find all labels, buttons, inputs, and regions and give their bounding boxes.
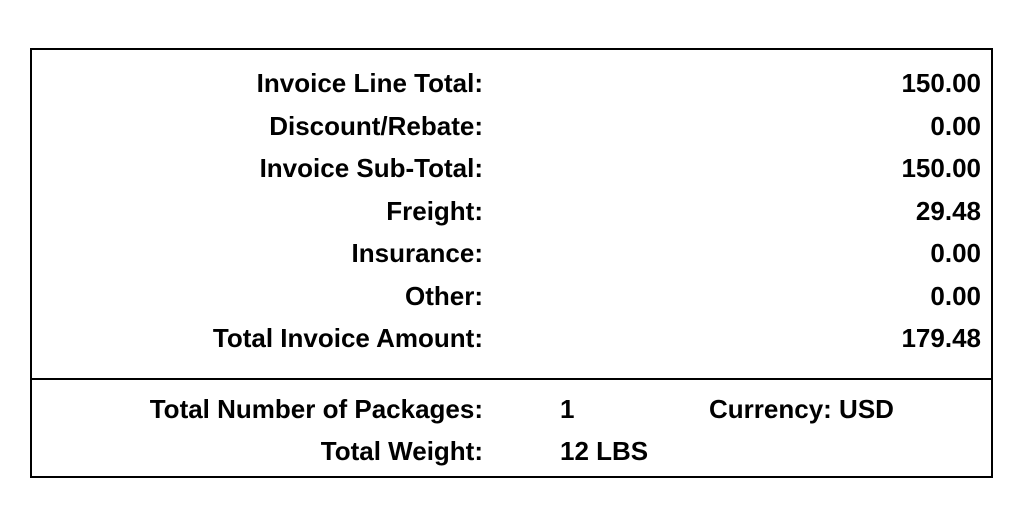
packages-label: Total Number of Packages: bbox=[149, 394, 483, 424]
total-value: 179.48 bbox=[901, 323, 981, 353]
total-label: Invoice Sub-Total: bbox=[259, 153, 483, 183]
currency: Currency: USD bbox=[709, 394, 894, 424]
total-value: 0.00 bbox=[930, 280, 981, 311]
total-value: 150.00 bbox=[901, 153, 981, 183]
weight-label: Total Weight: bbox=[320, 436, 483, 466]
invoice-summary-box: Invoice Line Total: 150.00 Discount/Rebate… bbox=[30, 48, 993, 478]
total-label: Invoice Line Total: bbox=[256, 68, 483, 98]
packages-value: 1 bbox=[560, 394, 575, 424]
total-value: 29.48 bbox=[915, 195, 981, 226]
total-label: Total Invoice Amount: bbox=[212, 323, 483, 353]
total-label: Insurance: bbox=[351, 238, 484, 268]
total-label: Other: bbox=[405, 280, 483, 311]
divider bbox=[32, 378, 991, 380]
total-value: 0.00 bbox=[930, 110, 981, 141]
total-label: Freight: bbox=[386, 195, 483, 226]
total-label: Discount/Rebate: bbox=[269, 110, 483, 141]
weight-value: 12 LBS bbox=[560, 436, 649, 466]
total-value: 0.00 bbox=[930, 238, 981, 268]
total-value: 150.00 bbox=[901, 68, 981, 98]
